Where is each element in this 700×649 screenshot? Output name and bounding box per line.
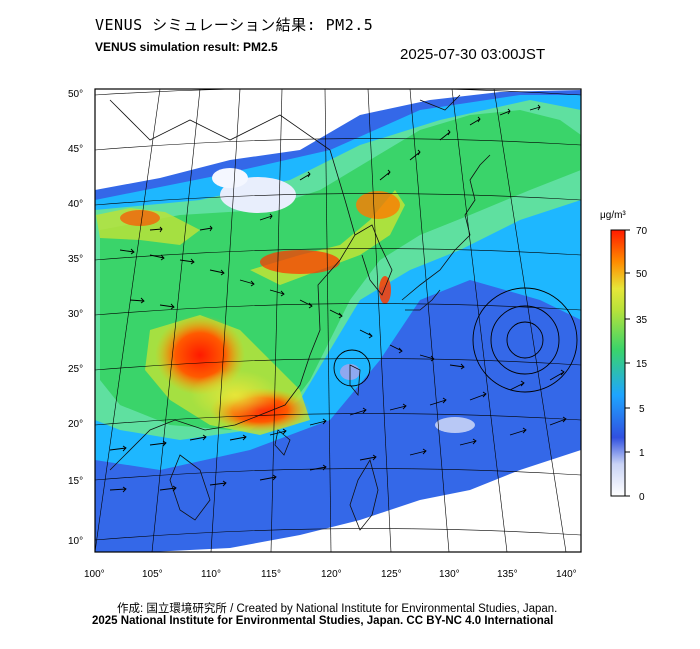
colorbar: 70 50 35 15 5 1 0 (610, 226, 648, 503)
lon-label-120: 120° (321, 569, 342, 580)
lon-label-130: 130° (439, 569, 460, 580)
map-frame (94, 88, 582, 553)
lat-label-15: 15° (68, 476, 83, 487)
longitude-labels: 100° 105° 110° 115° 120° 125° 130° 135° … (84, 569, 577, 580)
colorbar-tick-5: 5 (639, 404, 645, 415)
colorbar-tick-35: 35 (636, 315, 648, 326)
lon-label-140: 140° (556, 569, 577, 580)
lat-label-20: 20° (68, 419, 83, 430)
lon-label-115: 115° (261, 569, 281, 580)
coastlines (109, 94, 491, 531)
lat-label-40: 40° (68, 199, 83, 210)
cyclone-circulation (333, 287, 578, 393)
colorbar-tick-50: 50 (636, 269, 648, 280)
colorbar-unit-label: μg/m³ (600, 210, 626, 221)
colorbar-tick-15: 15 (636, 359, 648, 370)
colorbar-tick-1: 1 (639, 448, 645, 459)
lat-label-10: 10° (68, 536, 83, 547)
lon-label-125: 125° (381, 569, 402, 580)
lon-label-135: 135° (497, 569, 518, 580)
lat-label-30: 30° (68, 309, 83, 320)
lon-label-110: 110° (201, 569, 221, 580)
forecast-timestamp: 2025-07-30 03:00JST (400, 46, 546, 63)
lon-label-105: 105° (142, 569, 163, 580)
lat-label-45: 45° (68, 144, 83, 155)
concentration-field (95, 90, 581, 552)
colorbar-tick-70: 70 (636, 226, 648, 237)
colorbar-tick-0: 0 (639, 492, 645, 503)
wind-vectors (109, 104, 567, 493)
license-line: 2025 National Institute for Environmenta… (92, 615, 554, 627)
title-japanese: VENUS シミュレーション結果: PM2.5 (95, 16, 374, 34)
credit-line: 作成: 国立環境研究所 / Created by National Instit… (117, 603, 558, 615)
latitude-labels: 50° 45° 40° 35° 30° 25° 20° 15° 10° (68, 89, 83, 547)
pm25-map-figure: 50° 45° 40° 35° 30° 25° 20° 15° 10° 100°… (68, 88, 648, 580)
graticule (95, 89, 581, 552)
lat-label-35: 35° (68, 254, 83, 265)
lat-label-25: 25° (68, 364, 83, 375)
colorbar-scale (610, 229, 626, 497)
title-english: VENUS simulation result: PM2.5 (95, 40, 278, 54)
lat-label-50: 50° (68, 89, 83, 100)
lon-label-100: 100° (84, 569, 105, 580)
